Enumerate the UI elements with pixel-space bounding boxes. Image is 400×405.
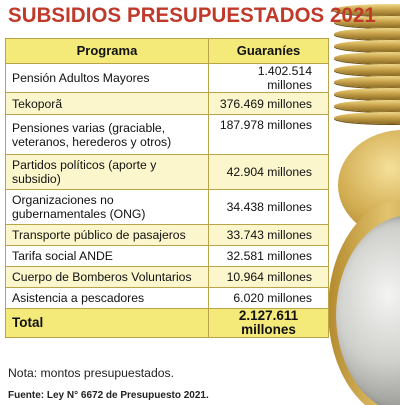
amount-cell: 187.978 millones	[208, 114, 329, 155]
coin-stack-layer	[334, 52, 400, 64]
amount-cell: 34.438 millones	[208, 189, 329, 225]
total-amount: 2.127.611 millones	[208, 308, 329, 338]
coin-stack-layer	[334, 88, 400, 100]
amount-cell: 1.402.514 millones	[208, 63, 329, 93]
amount-cell: 42.904 millones	[208, 154, 329, 190]
coin-stack-layer	[334, 100, 400, 112]
footnote: Nota: montos presupuestados.	[8, 366, 174, 380]
program-cell: Pensión Adultos Mayores	[5, 63, 209, 93]
program-cell: Tekoporã	[5, 92, 209, 115]
table-row: Pensiones varias (graciable, veteranos, …	[5, 114, 329, 155]
program-cell: Cuerpo de Bomberos Voluntarios	[5, 266, 209, 288]
table-row: Partidos políticos (aporte y subsidio) 4…	[5, 154, 329, 190]
table-row: Transporte público de pasajeros 33.743 m…	[5, 224, 329, 246]
coin-stack-layer	[334, 76, 400, 88]
amount-cell: 33.743 millones	[208, 224, 329, 246]
amount-cell: 376.469 millones	[208, 92, 329, 115]
program-cell: Asistencia a pescadores	[5, 287, 209, 309]
program-cell: Transporte público de pasajeros	[5, 224, 209, 246]
coins-illustration	[328, 0, 400, 405]
total-label: Total	[5, 308, 209, 338]
coin-stack-layer	[334, 40, 400, 52]
amount-cell: 10.964 millones	[208, 266, 329, 288]
column-header-amount: Guaraníes	[208, 38, 329, 64]
coin-stack-layer	[334, 4, 400, 16]
amount-cell: 6.020 millones	[208, 287, 329, 309]
table-row: Cuerpo de Bomberos Voluntarios 10.964 mi…	[5, 266, 329, 288]
table-row: Asistencia a pescadores 6.020 millones	[5, 287, 329, 309]
table-header-row: Programa Guaraníes	[5, 38, 329, 64]
program-cell: Organizaciones no gubernamentales (ONG)	[5, 189, 209, 225]
coin-stack-layer	[334, 64, 400, 76]
program-cell: Pensiones varias (graciable, veteranos, …	[5, 114, 209, 155]
table-row: Organizaciones no gubernamentales (ONG) …	[5, 189, 329, 225]
table-total-row: Total 2.127.611 millones	[5, 308, 329, 338]
amount-cell: 32.581 millones	[208, 245, 329, 267]
table-row: Pensión Adultos Mayores 1.402.514 millon…	[5, 63, 329, 93]
subsidies-table: Programa Guaraníes Pensión Adultos Mayor…	[5, 38, 329, 338]
table-row: Tekoporã 376.469 millones	[5, 92, 329, 115]
coin-stack-layer	[334, 16, 400, 28]
program-cell: Partidos políticos (aporte y subsidio)	[5, 154, 209, 190]
table-row: Tarifa social ANDE 32.581 millones	[5, 245, 329, 267]
column-header-program: Programa	[5, 38, 209, 64]
source-citation: Fuente: Ley N° 6672 de Presupuesto 2021.	[8, 390, 209, 401]
page-title: SUBSIDIOS PRESUPUESTADOS 2021	[8, 3, 376, 27]
program-cell: Tarifa social ANDE	[5, 245, 209, 267]
coin-stack-layer	[334, 112, 400, 124]
coin-stack-layer	[334, 28, 400, 40]
